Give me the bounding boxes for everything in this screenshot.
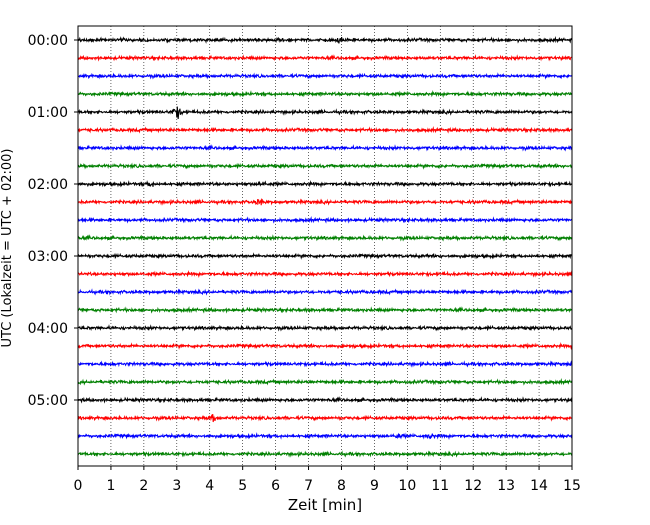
- trace-line: [77, 36, 573, 44]
- y-tick-label: 00:00: [28, 33, 68, 49]
- trace-line: [77, 432, 573, 441]
- x-tick-label: 13: [497, 478, 515, 494]
- trace-line: [77, 324, 573, 332]
- x-tick-label: 15: [563, 478, 581, 494]
- x-tick-label: 2: [139, 478, 148, 494]
- trace-line: [77, 288, 573, 296]
- y-tick-label: 02:00: [28, 177, 68, 193]
- trace-line: [77, 180, 573, 189]
- x-tick-label: 5: [238, 478, 247, 494]
- x-tick-label: 9: [370, 478, 379, 494]
- x-tick-label: 1: [106, 478, 115, 494]
- trace-line: [77, 216, 573, 224]
- y-axis-label: UTC (Lokalzeit = UTC + 02:00): [0, 149, 15, 348]
- trace-line: [77, 144, 573, 152]
- x-tick-label: 8: [337, 478, 346, 494]
- trace-line: [77, 234, 573, 242]
- trace-line: [77, 342, 573, 351]
- trace-line: [77, 414, 573, 423]
- y-tick-label: 01:00: [28, 105, 68, 121]
- trace-line: [77, 198, 573, 206]
- plot-frame: [77, 25, 573, 467]
- y-ticks: 00:00 01:00 02:00 03:00 04:00 05:00: [28, 33, 78, 409]
- trace-line: [77, 162, 573, 170]
- trace-line: [77, 396, 573, 404]
- grid-layer: [110, 26, 540, 466]
- x-tick-label: 12: [464, 478, 482, 494]
- trace-line: [77, 270, 573, 279]
- trace-line: [77, 306, 573, 314]
- trace-line: [77, 72, 573, 80]
- trace-line: [77, 126, 573, 134]
- x-tick-label: 11: [431, 478, 449, 494]
- x-tick-label: 6: [271, 478, 280, 494]
- trace-line: [77, 106, 573, 120]
- x-tick-label: 0: [74, 478, 83, 494]
- y-tick-label: 04:00: [28, 321, 68, 337]
- x-ticks: 0 1 2 3 4 5 6 7 8 9 10 11 12 13 14 15: [74, 466, 581, 494]
- trace-line: [77, 252, 573, 260]
- x-tick-label: 4: [205, 478, 214, 494]
- trace-layer: [77, 36, 573, 458]
- trace-line: [77, 360, 573, 368]
- trace-line: [77, 54, 573, 62]
- y-tick-label: 05:00: [28, 393, 68, 409]
- x-axis-label: Zeit [min]: [288, 496, 362, 514]
- plot-background: [78, 26, 572, 466]
- trace-line: [77, 90, 573, 99]
- trace-line: [77, 378, 573, 386]
- x-tick-label: 14: [530, 478, 548, 494]
- trace-line: [77, 450, 573, 458]
- x-tick-label: 10: [398, 478, 416, 494]
- x-tick-label: 7: [304, 478, 313, 494]
- x-tick-label: 3: [172, 478, 181, 494]
- y-tick-label: 03:00: [28, 249, 68, 265]
